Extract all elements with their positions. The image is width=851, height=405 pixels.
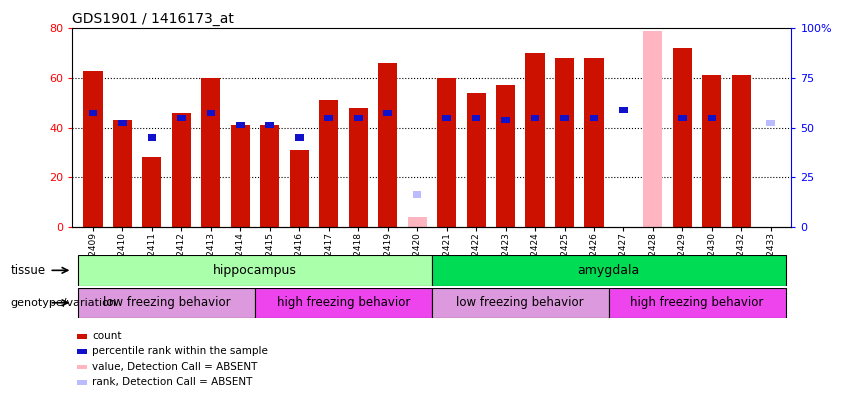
Bar — [471, 115, 481, 121]
Text: percentile rank within the sample: percentile rank within the sample — [92, 346, 268, 356]
Bar — [620, 107, 628, 113]
Bar — [437, 78, 456, 227]
Bar — [531, 115, 540, 121]
Text: count: count — [92, 331, 122, 341]
Text: amygdala: amygdala — [578, 264, 640, 277]
Bar — [443, 115, 451, 121]
Bar — [118, 119, 127, 126]
Bar — [378, 63, 397, 227]
Bar — [354, 115, 363, 121]
Bar — [324, 115, 333, 121]
Bar — [408, 217, 426, 227]
Bar — [585, 58, 603, 227]
Bar — [266, 122, 274, 128]
Bar — [496, 85, 515, 227]
Text: low freezing behavior: low freezing behavior — [103, 296, 231, 309]
Text: genotype/variation: genotype/variation — [10, 298, 117, 308]
Bar — [113, 120, 132, 227]
Bar — [83, 70, 102, 227]
Bar — [431, 255, 785, 286]
Bar — [590, 115, 598, 121]
Bar — [413, 192, 421, 198]
Bar — [147, 134, 157, 141]
Bar — [255, 288, 431, 318]
Bar — [560, 115, 568, 121]
Bar — [295, 134, 304, 141]
Text: high freezing behavior: high freezing behavior — [631, 296, 764, 309]
Bar — [707, 115, 717, 121]
Bar — [202, 78, 220, 227]
Bar — [89, 110, 97, 116]
Text: high freezing behavior: high freezing behavior — [277, 296, 410, 309]
Bar — [383, 110, 392, 116]
Text: low freezing behavior: low freezing behavior — [456, 296, 584, 309]
Bar — [431, 288, 608, 318]
Bar — [177, 115, 186, 121]
Text: rank, Detection Call = ABSENT: rank, Detection Call = ABSENT — [92, 377, 252, 387]
Bar — [319, 100, 339, 227]
Text: value, Detection Call = ABSENT: value, Detection Call = ABSENT — [92, 362, 257, 371]
Bar — [349, 108, 368, 227]
Bar — [732, 75, 751, 227]
Text: hippocampus: hippocampus — [213, 264, 297, 277]
Bar — [78, 255, 431, 286]
Bar — [767, 119, 775, 126]
Bar — [501, 117, 510, 123]
Bar — [702, 75, 722, 227]
Text: tissue: tissue — [10, 264, 45, 277]
Bar — [673, 48, 692, 227]
Bar — [78, 288, 255, 318]
Bar — [289, 150, 309, 227]
Bar — [231, 125, 250, 227]
Bar — [236, 122, 244, 128]
Bar — [608, 288, 785, 318]
Bar — [172, 113, 191, 227]
Bar — [643, 31, 662, 227]
Bar — [525, 53, 545, 227]
Bar — [555, 58, 574, 227]
Bar — [413, 192, 421, 198]
Bar — [142, 158, 162, 227]
Text: GDS1901 / 1416173_at: GDS1901 / 1416173_at — [72, 12, 234, 26]
Bar — [678, 115, 687, 121]
Bar — [260, 125, 279, 227]
Bar — [207, 110, 215, 116]
Bar — [466, 93, 486, 227]
